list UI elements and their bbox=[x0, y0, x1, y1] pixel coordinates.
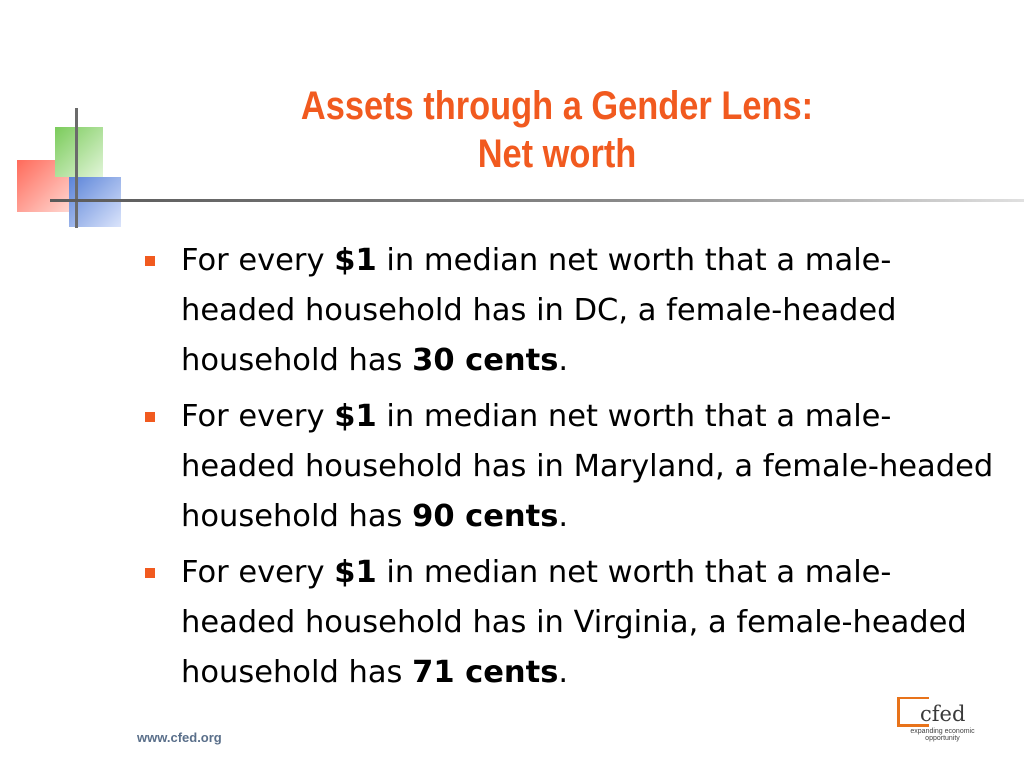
bullet-text: in median net worth that a male-headed h… bbox=[181, 555, 967, 690]
bullet-text: For every bbox=[181, 555, 335, 590]
bullet-amount: $1 bbox=[334, 399, 377, 434]
bullet-item: For every $1 in median net worth that a … bbox=[145, 548, 995, 698]
bullet-amount: $1 bbox=[334, 555, 377, 590]
bullet-text: in median net worth that a male-headed h… bbox=[181, 399, 994, 534]
bullet-item: For every $1 in median net worth that a … bbox=[145, 236, 995, 386]
bullet-item: For every $1 in median net worth that a … bbox=[145, 392, 995, 542]
bullet-result: 90 cents bbox=[412, 499, 559, 534]
footer-url: www.cfed.org bbox=[137, 730, 222, 745]
bullet-amount: $1 bbox=[334, 243, 377, 278]
bullet-result: 30 cents bbox=[412, 343, 559, 378]
square-bullet-icon bbox=[145, 256, 155, 266]
logo-tagline: expanding economic opportunity bbox=[910, 728, 975, 742]
square-bullet-icon bbox=[145, 412, 155, 422]
logo-text: cfed bbox=[920, 702, 966, 726]
slide-title-line-2: Net worth bbox=[477, 132, 637, 176]
slide-title: Assets through a Gender Lens: Net worth bbox=[190, 82, 924, 178]
logo-frame-icon bbox=[897, 697, 929, 727]
bullet-text: . bbox=[558, 343, 569, 378]
slide-title-line-1: Assets through a Gender Lens: bbox=[300, 84, 814, 128]
cfed-logo: cfed expanding economic opportunity bbox=[895, 694, 990, 742]
title-divider-line bbox=[50, 199, 1024, 202]
bullet-text: For every bbox=[181, 243, 335, 278]
bullet-text: . bbox=[558, 499, 569, 534]
decor-vertical-line bbox=[75, 108, 78, 228]
bullet-list: For every $1 in median net worth that a … bbox=[145, 236, 995, 704]
square-bullet-icon bbox=[145, 568, 155, 578]
bullet-result: 71 cents bbox=[412, 655, 559, 690]
bullet-text: in median net worth that a male-headed h… bbox=[181, 243, 897, 378]
bullet-text: . bbox=[558, 655, 569, 690]
bullet-text: For every bbox=[181, 399, 335, 434]
decor-green-square bbox=[55, 127, 103, 177]
